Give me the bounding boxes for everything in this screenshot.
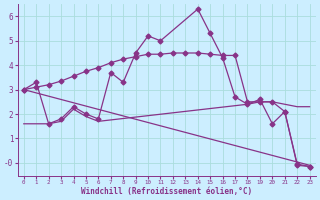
X-axis label: Windchill (Refroidissement éolien,°C): Windchill (Refroidissement éolien,°C) [81, 187, 252, 196]
